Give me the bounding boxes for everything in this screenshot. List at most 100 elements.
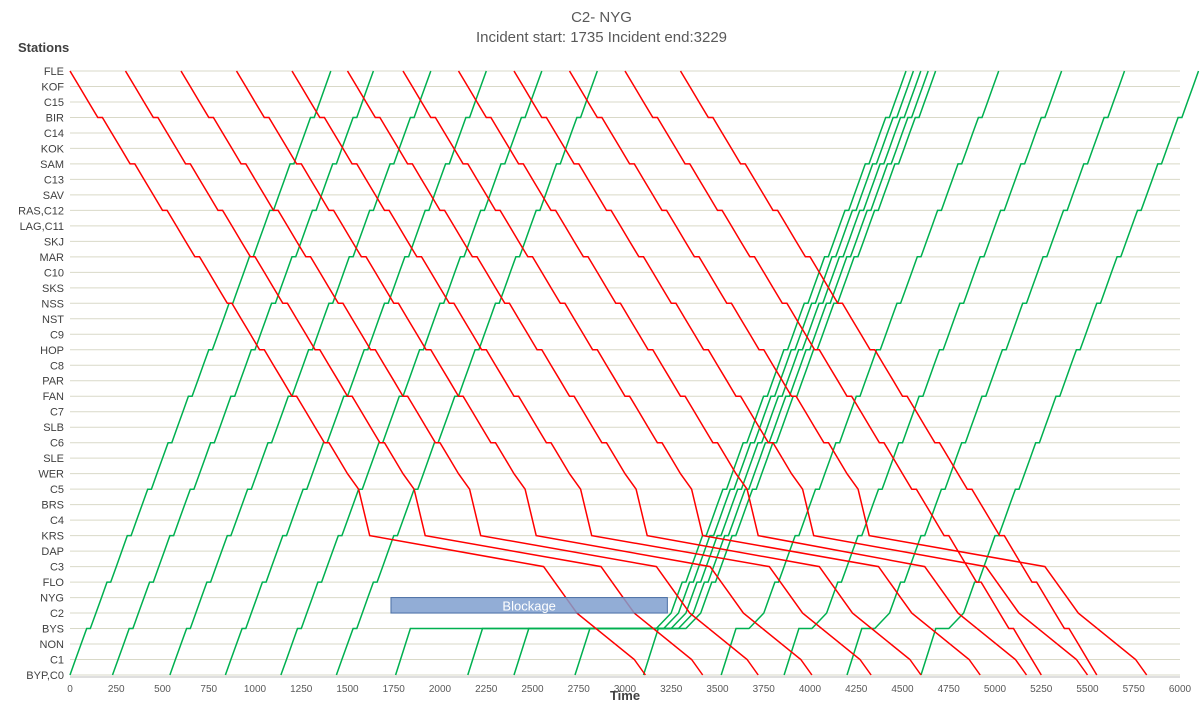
x-tick-label: 2500: [521, 684, 544, 695]
northbound-trains: [69, 70, 1200, 676]
station-label: WER: [38, 469, 64, 481]
station-label: SLE: [43, 453, 64, 465]
x-tick-labels: 0 250 500 750 1000 1250 1500 1750 2000 2250 2500 27…: [67, 684, 1191, 695]
southbound-train-line: [235, 70, 813, 676]
x-tick-label: 4000: [799, 684, 822, 695]
southbound-train-line: [69, 70, 647, 676]
station-label: KOF: [41, 81, 64, 93]
station-label: SKS: [42, 283, 64, 295]
x-tick-label: 3750: [753, 684, 776, 695]
station-label: SAM: [40, 159, 64, 171]
x-tick-label: 6000: [1169, 684, 1192, 695]
station-label: C7: [50, 407, 64, 419]
northbound-train-line: [846, 70, 1126, 676]
x-tick-label: 5250: [1030, 684, 1053, 695]
northbound-train-line: [169, 70, 432, 676]
station-label: C1: [50, 655, 64, 667]
station-label: BYP,C0: [26, 670, 64, 682]
station-labels: FLE KOF C15 BIR C14 KOK SAM C13 SAV RAS,C12 LAG,C1…: [18, 66, 65, 682]
southbound-train-line: [124, 70, 704, 676]
blockage-label: Blockage: [502, 598, 555, 613]
station-label: C14: [44, 128, 64, 140]
x-tick-label: 5500: [1076, 684, 1099, 695]
station-label: FAN: [43, 391, 64, 403]
northbound-train-line: [467, 70, 915, 676]
southbound-train-line: [291, 70, 872, 676]
x-tick-label: 1000: [244, 684, 267, 695]
x-tick-label: 750: [200, 684, 217, 695]
southbound-train-line: [346, 70, 922, 676]
northbound-train-line: [335, 70, 599, 676]
station-label: PAR: [42, 376, 64, 388]
station-label: RAS,C12: [18, 205, 64, 217]
station-label: BIR: [46, 112, 64, 124]
x-tick-label: 4750: [938, 684, 961, 695]
station-label: SLB: [43, 422, 64, 434]
x-tick-label: 2250: [475, 684, 498, 695]
southbound-train-line: [402, 70, 981, 676]
x-tick-label: 3500: [706, 684, 729, 695]
x-tick-label: 4250: [845, 684, 868, 695]
x-tick-label: 500: [154, 684, 171, 695]
northbound-train-line: [224, 70, 488, 676]
station-label: SAV: [43, 190, 65, 202]
x-tick-label: 5750: [1123, 684, 1146, 695]
x-tick-label: 4500: [891, 684, 914, 695]
station-label: C6: [50, 438, 64, 450]
chart-title: C2- NYG Incident start: 1735 Incident en…: [0, 8, 1203, 48]
southbound-train-line: [679, 70, 1098, 676]
northbound-train-line: [920, 70, 1200, 676]
southbound-train-line: [513, 70, 1089, 676]
x-tick-label: 1250: [290, 684, 313, 695]
station-label: C15: [44, 97, 64, 109]
northbound-train-line: [783, 70, 1063, 676]
x-axis-label: Time: [609, 688, 641, 703]
station-label: FLO: [43, 577, 65, 589]
station-label: C13: [44, 174, 64, 186]
station-label: HOP: [40, 345, 64, 357]
northbound-train-line: [280, 70, 543, 676]
station-label: C3: [50, 562, 64, 574]
southbound-train-line: [568, 70, 1148, 676]
station-label: KOK: [41, 143, 65, 155]
blockage-rect: [390, 597, 668, 614]
x-tick-label: 0: [67, 684, 73, 695]
x-tick-label: 5000: [984, 684, 1007, 695]
station-label: C10: [44, 267, 64, 279]
northbound-train-line: [513, 70, 922, 676]
station-label: C5: [50, 484, 64, 496]
station-label: C4: [50, 515, 64, 527]
blockage-group: Blockage: [390, 597, 668, 614]
station-label: MAR: [40, 252, 65, 264]
station-label: C9: [50, 329, 64, 341]
x-tick-label: 1750: [383, 684, 406, 695]
station-label: DAP: [41, 546, 64, 558]
northbound-train-line: [642, 70, 937, 676]
station-label: BYS: [42, 624, 64, 636]
station-label: NYG: [40, 593, 64, 605]
northbound-train-line: [394, 70, 907, 676]
station-label: C8: [50, 360, 64, 372]
station-label: LAG,C11: [20, 221, 64, 233]
x-tick-label: 3250: [660, 684, 683, 695]
station-label: SKJ: [44, 236, 64, 248]
station-label: C2: [50, 608, 64, 620]
station-label: NON: [40, 639, 65, 651]
title-line: C2- NYG: [571, 9, 632, 26]
station-label: NSS: [41, 298, 64, 310]
x-tick-label: 1500: [336, 684, 359, 695]
x-tick-label: 3000: [614, 684, 637, 695]
southbound-train-line: [457, 70, 1028, 676]
x-tick-label: 2000: [429, 684, 452, 695]
station-label: FLE: [44, 66, 64, 78]
northbound-train-line: [69, 70, 332, 676]
northbound-train-line: [720, 70, 1000, 676]
station-label: BRS: [41, 500, 64, 512]
x-tick-label: 2750: [568, 684, 591, 695]
station-label: NST: [42, 314, 64, 326]
x-tick-label: 250: [108, 684, 125, 695]
northbound-train-line: [111, 70, 375, 676]
grid-lines: [70, 70, 1180, 678]
subtitle-line: Incident start: 1735 Incident end:3229: [475, 29, 727, 46]
